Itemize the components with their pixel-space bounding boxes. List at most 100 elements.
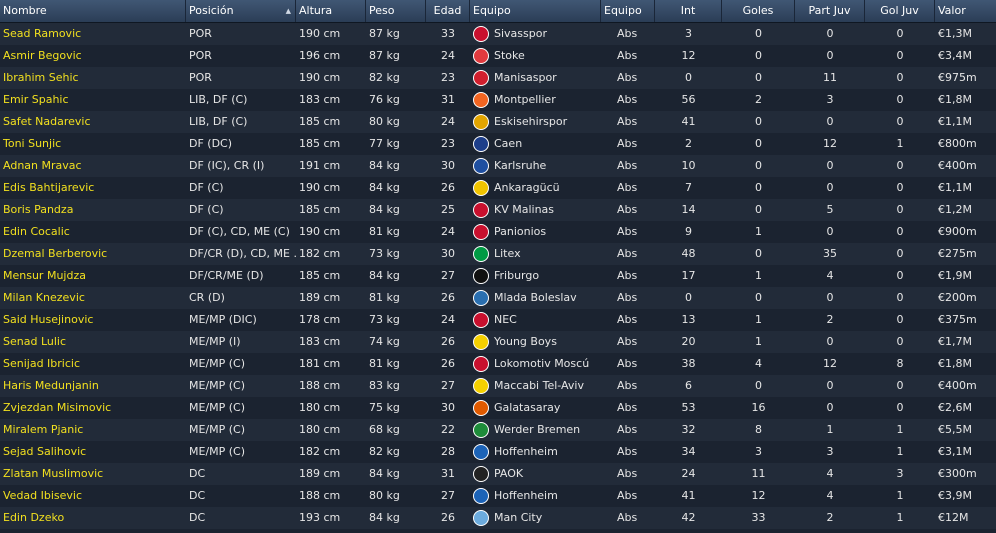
player-club[interactable]: Caen (494, 137, 523, 150)
player-youth-goals: 0 (896, 225, 904, 238)
player-club[interactable]: Young Boys (494, 335, 557, 348)
table-row[interactable]: Zlatan Muslimovic DC 189 cm 84 kg 31 PAOK Abs 2… (0, 463, 996, 485)
player-name[interactable]: Senijad Ibricic (3, 357, 81, 370)
player-height: 183 cm (299, 93, 341, 106)
player-height: 185 cm (299, 269, 341, 282)
player-name[interactable]: Zvjezdan Misimovic (3, 401, 112, 414)
column-header-equipo[interactable]: Equipo (470, 0, 601, 22)
player-youth-apps: 35 (823, 247, 837, 260)
player-value: €1,1M (938, 115, 972, 128)
table-row[interactable]: Edin Cocalic DF (C), CD, ME (C) 190 cm 81 k… (0, 221, 996, 243)
player-name[interactable]: Sead Ramovic (3, 27, 82, 40)
player-name[interactable]: Dzemal Berberovic (3, 247, 108, 260)
player-caps: 6 (685, 379, 692, 392)
player-club[interactable]: Karlsruhe (494, 159, 547, 172)
player-club[interactable]: Sivasspor (494, 27, 547, 40)
table-row[interactable]: Toni Sunjic DF (DC) 185 cm 77 kg 23 Caen Abs 2 0… (0, 133, 996, 155)
column-header-goles[interactable]: Goles (722, 0, 795, 22)
player-name[interactable]: Boris Pandza (3, 203, 74, 216)
player-club[interactable]: PAOK (494, 467, 524, 480)
column-header-altura[interactable]: Altura (296, 0, 366, 22)
player-name[interactable]: Adnan Mravac (3, 159, 82, 172)
player-club[interactable]: Manisaspor (494, 71, 557, 84)
column-header-posicion[interactable]: Posición ▲ (186, 0, 296, 22)
table-row[interactable]: Miralem Pjanic ME/MP (C) 180 cm 68 kg 22 Werd… (0, 419, 996, 441)
player-name[interactable]: Ibrahim Sehic (3, 71, 79, 84)
player-club[interactable]: Montpellier (494, 93, 556, 106)
player-caps: 3 (685, 27, 692, 40)
player-squad: Abs (617, 335, 638, 348)
player-name[interactable]: Edin Cocalic (3, 225, 70, 238)
player-weight: 87 kg (369, 27, 400, 40)
player-name[interactable]: Asmir Begovic (3, 49, 82, 62)
table-row[interactable]: Senijad Ibricic ME/MP (C) 181 cm 81 kg 26 Lok… (0, 353, 996, 375)
column-header-nombre[interactable]: Nombre (0, 0, 186, 22)
table-row[interactable]: Haris Medunjanin ME/MP (C) 188 cm 83 kg 27 Ma… (0, 375, 996, 397)
player-club[interactable]: Mlada Boleslav (494, 291, 577, 304)
player-club[interactable]: Lokomotiv Moscú (494, 357, 590, 370)
player-club[interactable]: Maccabi Tel-Aviv (494, 379, 584, 392)
table-row[interactable]: Edin Dzeko DC 193 cm 84 kg 26 Man City Abs 42 33… (0, 507, 996, 529)
player-club[interactable]: Panionios (494, 225, 547, 238)
table-row[interactable]: Asmir Begovic POR 196 cm 87 kg 24 Stoke Abs 12 0… (0, 45, 996, 67)
player-club[interactable]: Stoke (494, 49, 525, 62)
player-name[interactable]: Said Husejinovic (3, 313, 94, 326)
player-club[interactable]: Galatasaray (494, 401, 561, 414)
table-row[interactable]: Zvjezdan Misimovic ME/MP (C) 180 cm 75 kg 30… (0, 397, 996, 419)
player-club[interactable]: Hoffenheim (494, 445, 558, 458)
player-club[interactable]: Friburgo (494, 269, 540, 282)
column-header-part-juv[interactable]: Part Juv (795, 0, 865, 22)
table-row[interactable]: Said Husejinovic ME/MP (DIC) 178 cm 73 kg 24… (0, 309, 996, 331)
player-goals: 1 (755, 335, 762, 348)
club-crest-icon (473, 136, 489, 152)
player-age: 31 (441, 467, 455, 480)
table-row[interactable]: Mensur Mujdza DF/CR/ME (D) 185 cm 84 kg 27 Fr… (0, 265, 996, 287)
player-caps: 38 (681, 357, 696, 370)
player-name[interactable]: Toni Sunjic (3, 137, 62, 150)
table-row[interactable]: Dzemal Berberovic DF/CR (D), CD, ME .. 182… (0, 243, 996, 265)
player-name[interactable]: Edin Dzeko (3, 511, 65, 524)
player-club[interactable]: NEC (494, 313, 517, 326)
player-name[interactable]: Zlatan Muslimovic (3, 467, 104, 480)
table-row[interactable]: Boris Pandza DF (C) 185 cm 84 kg 25 KV Malina… (0, 199, 996, 221)
player-club[interactable]: Ankaragücü (494, 181, 560, 194)
table-row[interactable]: Sead Ramovic POR 190 cm 87 kg 33 Sivasspor Abs… (0, 23, 996, 45)
sort-ascending-icon: ▲ (285, 7, 291, 15)
player-squad: Abs (617, 71, 638, 84)
player-name[interactable]: Haris Medunjanin (3, 379, 99, 392)
player-name[interactable]: Vedad Ibisevic (3, 489, 83, 502)
player-club[interactable]: Man City (494, 511, 543, 524)
player-weight: 84 kg (369, 467, 400, 480)
player-name[interactable]: Sejad Salihovic (3, 445, 87, 458)
player-name[interactable]: Milan Knezevic (3, 291, 85, 304)
table-row[interactable]: Emir Spahic LIB, DF (C) 183 cm 76 kg 31 Montp… (0, 89, 996, 111)
player-value: €2,6M (938, 401, 972, 414)
player-name[interactable]: Emir Spahic (3, 93, 69, 106)
player-club[interactable]: KV Malinas (494, 203, 555, 216)
table-row[interactable]: Senad Lulic ME/MP (I) 183 cm 74 kg 26 Young B… (0, 331, 996, 353)
player-club[interactable]: Werder Bremen (494, 423, 581, 436)
table-row[interactable]: Vedad Ibisevic DC 188 cm 80 kg 27 Hoffenheim A… (0, 485, 996, 507)
player-name[interactable]: Miralem Pjanic (3, 423, 84, 436)
table-row[interactable]: Sejad Salihovic ME/MP (C) 182 cm 82 kg 28 Hof… (0, 441, 996, 463)
table-row[interactable]: Safet Nadarevic LIB, DF (C) 185 cm 80 kg 24 E… (0, 111, 996, 133)
player-club[interactable]: Eskisehirspor (494, 115, 568, 128)
table-row[interactable]: Ibrahim Sehic POR 190 cm 82 kg 23 Manisaspor A… (0, 67, 996, 89)
column-header-edad[interactable]: Edad (426, 0, 470, 22)
column-header-gol-juv[interactable]: Gol Juv (865, 0, 935, 22)
table-row[interactable]: Edis Bahtijarevic DF (C) 190 cm 84 kg 26 Anka… (0, 177, 996, 199)
player-name[interactable]: Senad Lulic (3, 335, 67, 348)
player-club[interactable]: Litex (494, 247, 521, 260)
column-header-valor[interactable]: Valor (935, 0, 996, 22)
player-position: ME/MP (I) (189, 335, 241, 348)
player-name[interactable]: Safet Nadarevic (3, 115, 91, 128)
player-name[interactable]: Mensur Mujdza (3, 269, 86, 282)
player-name[interactable]: Edis Bahtijarevic (3, 181, 95, 194)
column-header-peso[interactable]: Peso (366, 0, 426, 22)
player-goals: 0 (755, 49, 762, 62)
column-header-equipo-squad[interactable]: Equipo (601, 0, 655, 22)
player-club[interactable]: Hoffenheim (494, 489, 558, 502)
table-row[interactable]: Adnan Mravac DF (IC), CR (I) 191 cm 84 kg 30… (0, 155, 996, 177)
table-row[interactable]: Milan Knezevic CR (D) 189 cm 81 kg 26 Mlada B… (0, 287, 996, 309)
column-header-int[interactable]: Int (655, 0, 722, 22)
